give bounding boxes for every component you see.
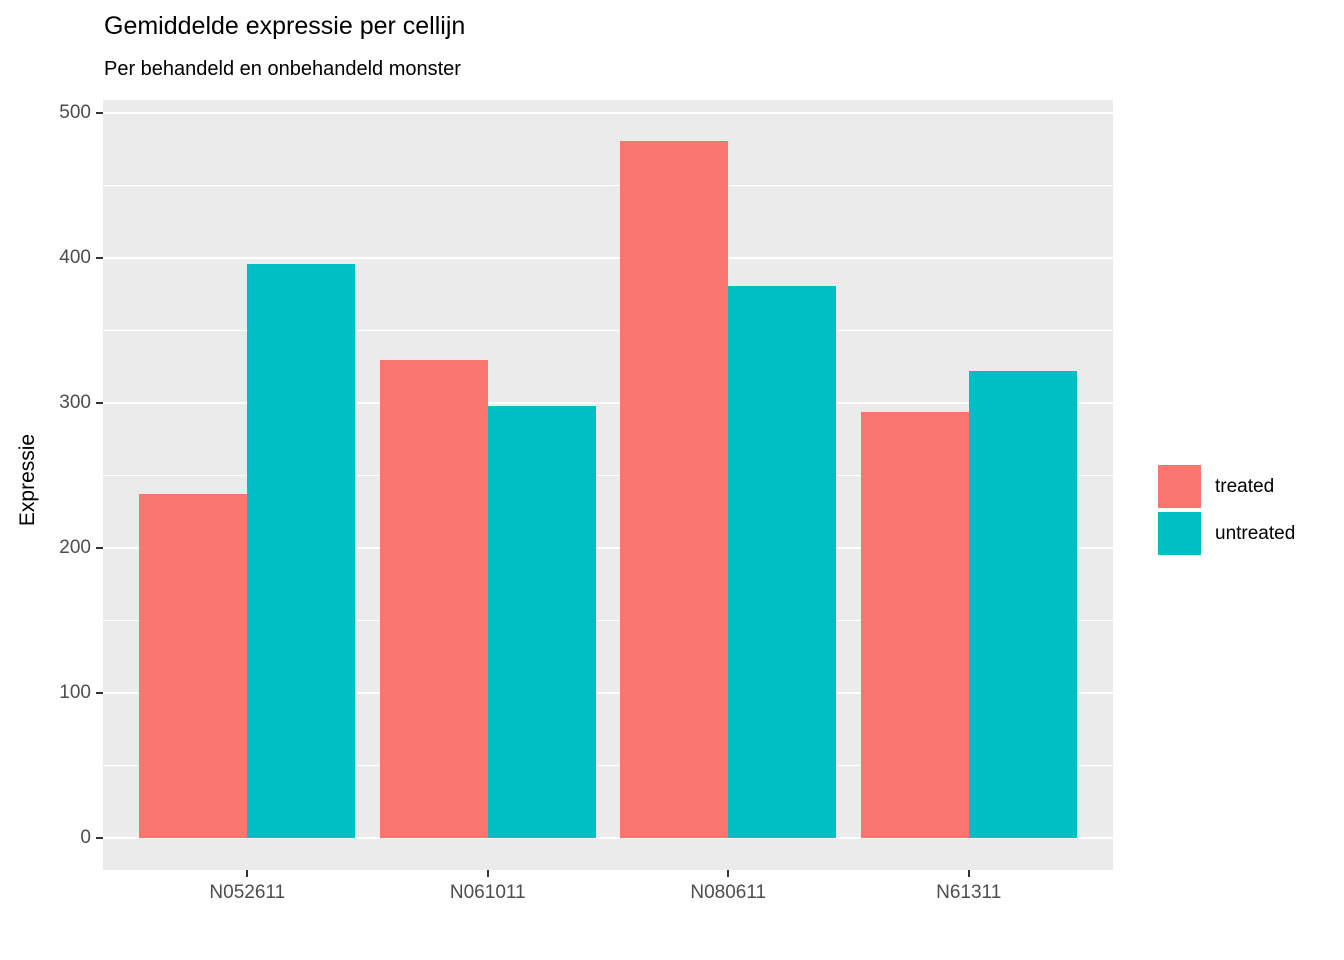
x-tick-mark xyxy=(727,870,730,877)
chart-title: Gemiddelde expressie per cellijn xyxy=(104,12,466,40)
bar-untreated-N61311 xyxy=(968,371,1077,838)
x-tick-mark xyxy=(967,870,970,877)
gridline-minor xyxy=(103,765,1113,766)
gridline-major xyxy=(103,547,1113,549)
x-tick-label: N080611 xyxy=(690,882,767,903)
y-tick-mark xyxy=(96,257,103,259)
legend-label: treated xyxy=(1215,475,1275,497)
legend-key-swatch xyxy=(1158,465,1201,508)
gridline-minor xyxy=(103,185,1113,186)
bar-untreated-N080611 xyxy=(728,285,837,838)
y-tick-label: 500 xyxy=(59,102,91,123)
y-tick-mark xyxy=(96,402,103,404)
y-tick-mark xyxy=(96,837,103,839)
plot-panel xyxy=(103,100,1113,870)
gridline-major xyxy=(103,402,1113,404)
gridline-major xyxy=(103,257,1113,259)
bar-treated-N052611 xyxy=(139,494,248,838)
bar-untreated-N061011 xyxy=(487,405,596,838)
legend-item-treated: treated xyxy=(1158,465,1295,508)
y-tick-label: 100 xyxy=(59,682,91,703)
y-tick-label: 200 xyxy=(59,537,91,558)
gridline-major xyxy=(103,692,1113,694)
x-tick-mark xyxy=(486,870,489,877)
y-tick-mark xyxy=(96,547,103,549)
y-axis-title: Expressie xyxy=(16,433,39,527)
legend-label: untreated xyxy=(1215,522,1296,544)
x-tick-mark xyxy=(246,870,249,877)
x-tick-label: N061011 xyxy=(449,882,526,903)
x-tick-label: N052611 xyxy=(209,882,286,903)
bar-untreated-N052611 xyxy=(247,263,356,838)
bar-treated-N061011 xyxy=(379,359,488,838)
gridline-minor xyxy=(103,620,1113,621)
x-tick-label: N61311 xyxy=(936,882,1002,903)
legend-key-swatch xyxy=(1158,512,1201,555)
y-tick-label: 400 xyxy=(59,247,91,268)
bar-treated-N080611 xyxy=(620,140,729,838)
gridline-minor xyxy=(103,475,1113,476)
y-tick-mark xyxy=(96,112,103,114)
gridline-minor xyxy=(103,330,1113,331)
chart-subtitle: Per behandeld en onbehandeld monster xyxy=(104,58,461,80)
gridline-major xyxy=(103,837,1113,839)
y-tick-label: 0 xyxy=(80,827,91,848)
gridline-major xyxy=(103,112,1113,114)
legend-item-untreated: untreated xyxy=(1158,512,1295,555)
y-tick-label: 300 xyxy=(59,392,91,413)
bar-treated-N61311 xyxy=(860,411,969,838)
legend: treated untreated xyxy=(1158,465,1295,555)
y-tick-mark xyxy=(96,692,103,694)
